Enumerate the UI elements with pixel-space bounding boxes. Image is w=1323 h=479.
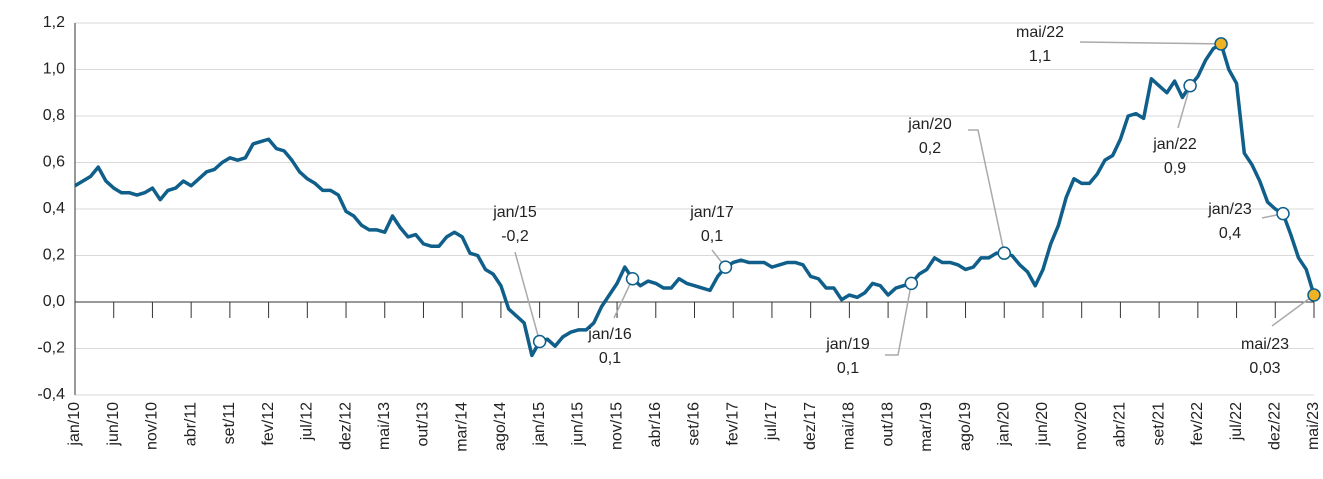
annotation-date: mai/22 bbox=[1016, 24, 1064, 41]
leader-line bbox=[885, 283, 913, 356]
annotation-value: 0,2 bbox=[919, 140, 941, 157]
x-tick-label: set/21 bbox=[1150, 402, 1167, 446]
annotation-date: jan/19 bbox=[825, 336, 870, 353]
y-tick-label: -0,2 bbox=[37, 340, 65, 357]
x-tick-label: ago/19 bbox=[957, 402, 974, 451]
annotation-marker bbox=[1307, 288, 1321, 302]
leader-line bbox=[514, 251, 541, 342]
leader-line bbox=[1177, 85, 1191, 129]
x-tick-label: mar/19 bbox=[918, 402, 935, 452]
x-tick-label: mai/18 bbox=[841, 402, 858, 450]
x-tick-label: dez/17 bbox=[802, 402, 819, 450]
annotation-date: mai/23 bbox=[1241, 336, 1289, 353]
x-tick-label: jan/10 bbox=[66, 402, 83, 447]
annotation-value: 0,03 bbox=[1249, 360, 1280, 377]
x-tick-label: fev/17 bbox=[724, 402, 741, 446]
y-tick-label: 0,6 bbox=[43, 154, 65, 171]
annotation-value: 0,4 bbox=[1219, 225, 1241, 242]
x-tick-label: fev/12 bbox=[260, 402, 277, 446]
annotation-marker bbox=[1214, 37, 1228, 51]
annotation-date: jan/20 bbox=[907, 116, 952, 133]
annotation-date: jan/15 bbox=[492, 204, 537, 221]
annotation-value: 0,9 bbox=[1164, 160, 1186, 177]
x-tick-label: jun/20 bbox=[1034, 402, 1051, 447]
annotation-date: jan/23 bbox=[1207, 201, 1252, 218]
annotation-value: 0,1 bbox=[837, 360, 859, 377]
x-tick-label: jul/22 bbox=[1228, 402, 1245, 441]
x-tick-label: set/11 bbox=[221, 402, 238, 445]
annotation-date: jan/16 bbox=[587, 326, 632, 343]
leader-line bbox=[1079, 41, 1222, 45]
x-tick-label: mar/14 bbox=[453, 402, 470, 452]
x-tick-label: nov/15 bbox=[608, 402, 625, 450]
x-tick-label: out/13 bbox=[415, 402, 432, 447]
x-tick-label: jul/17 bbox=[763, 402, 780, 441]
x-tick-label: jul/12 bbox=[299, 402, 316, 441]
annotation-marker bbox=[718, 260, 733, 274]
x-tick-label: jan/20 bbox=[995, 402, 1012, 447]
leader-line bbox=[1271, 294, 1315, 327]
x-tick-label: nov/20 bbox=[1073, 402, 1090, 450]
x-tick-label: ago/14 bbox=[492, 402, 509, 451]
x-tick-label: abr/16 bbox=[647, 402, 664, 447]
x-tick-label: set/16 bbox=[686, 402, 703, 446]
x-tick-label: dez/22 bbox=[1267, 402, 1284, 450]
x-tick-label: jan/15 bbox=[531, 402, 548, 447]
y-tick-label: 0,2 bbox=[43, 247, 65, 264]
annotation-marker bbox=[997, 246, 1011, 260]
leader-line bbox=[613, 278, 634, 319]
annotation-value: 0,1 bbox=[599, 350, 621, 367]
leader-line bbox=[968, 129, 1005, 254]
annotation-value: 1,1 bbox=[1029, 48, 1051, 65]
y-tick-label: 0,0 bbox=[43, 293, 65, 310]
x-tick-label: nov/10 bbox=[144, 402, 161, 450]
x-tick-label: abr/21 bbox=[1112, 402, 1129, 447]
x-tick-label: fev/22 bbox=[1189, 402, 1206, 446]
x-tick-label: out/18 bbox=[879, 402, 896, 447]
y-tick-label: 1,2 bbox=[43, 14, 65, 31]
annotation-marker bbox=[904, 276, 919, 291]
annotation-marker bbox=[1276, 206, 1290, 221]
annotation-marker bbox=[625, 272, 640, 286]
y-tick-label: 0,8 bbox=[43, 107, 65, 124]
x-tick-label: jun/15 bbox=[570, 402, 587, 447]
annotation-marker bbox=[1183, 79, 1197, 93]
x-tick-label: mai/23 bbox=[1305, 402, 1322, 450]
annotation-date: jan/17 bbox=[689, 204, 734, 221]
y-tick-label: -0,4 bbox=[37, 386, 65, 403]
annotation-date: jan/22 bbox=[1152, 136, 1197, 153]
annotation-value: 0,1 bbox=[701, 228, 723, 245]
y-tick-label: 1,0 bbox=[43, 61, 65, 78]
x-tick-label: abr/11 bbox=[182, 402, 199, 446]
x-tick-label: dez/12 bbox=[337, 402, 354, 450]
annotation-value: -0,2 bbox=[501, 228, 529, 245]
x-tick-label: mai/13 bbox=[376, 402, 393, 450]
y-tick-label: 0,4 bbox=[43, 200, 65, 217]
annotation-marker bbox=[532, 334, 547, 349]
line-series bbox=[74, 42, 1316, 358]
x-tick-label: jun/10 bbox=[105, 402, 122, 447]
